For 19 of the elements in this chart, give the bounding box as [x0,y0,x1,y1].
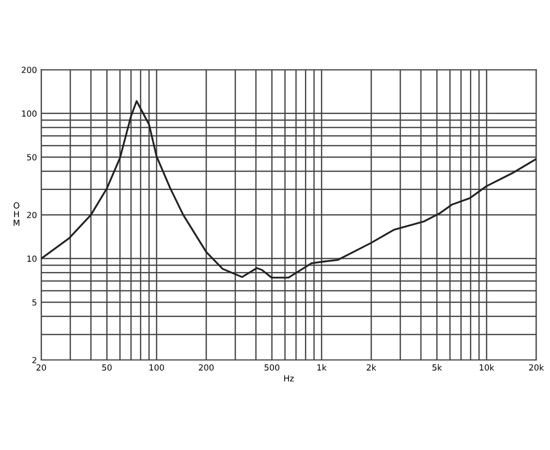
x-tick-label: 200 [198,364,214,371]
x-tick-label: 100 [150,364,164,371]
y-tick-label: 10 [27,256,37,262]
x-tick-label: 20k [529,364,544,371]
x-tick-label: 2k [366,364,376,370]
x-tick-label: 50 [102,364,112,371]
y-tick-label: 2 [32,356,36,364]
y-tick-label: 20 [27,212,37,218]
y-tick-label: 100 [22,110,37,117]
y-tick-label: 5 [32,299,36,306]
y-tick-label: 200 [22,66,37,74]
y-axis-title: OHM [14,202,20,226]
y-tick-label: 50 [27,154,37,160]
x-tick-label: 20 [36,364,46,371]
x-tick-label: 1k [317,364,327,370]
x-axis-title: Hz [284,375,294,382]
x-tick-label: 5k [432,364,442,371]
x-tick-label: 500 [264,364,280,371]
x-tick-label: 10k [480,364,494,371]
